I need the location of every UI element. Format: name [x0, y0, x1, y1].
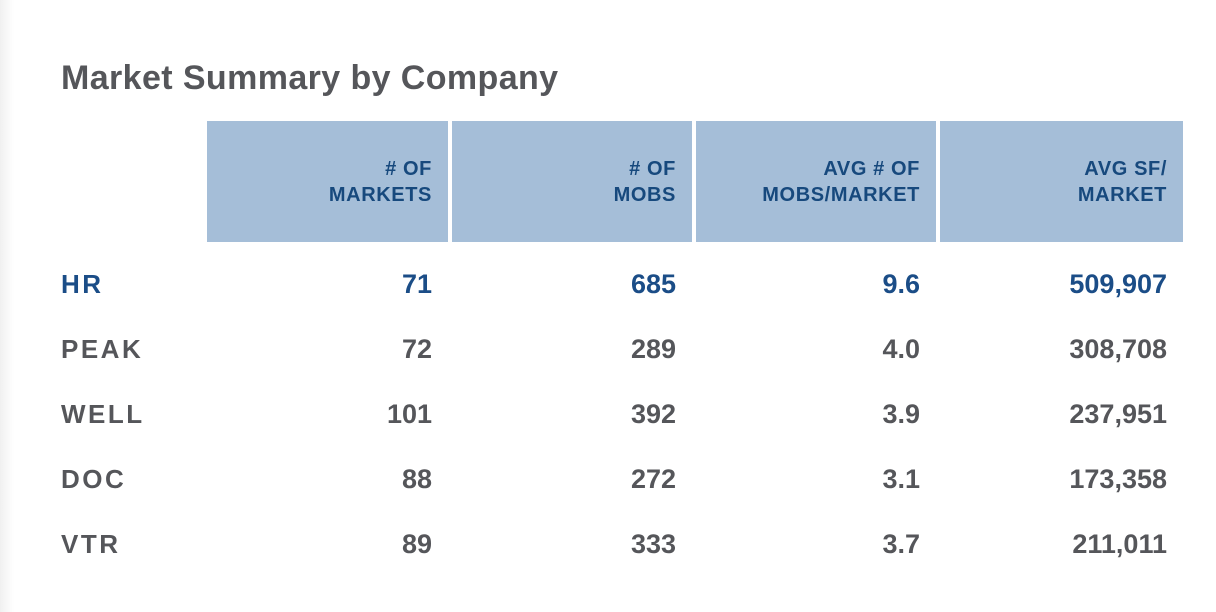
table-row-vtr: VTR 89 333 3.7 211,011: [61, 512, 1183, 577]
cell-avg-mobs-per-market: 3.9: [882, 399, 920, 429]
cell-num-markets: 88: [401, 464, 432, 494]
cell-avg-sf-per-market: 237,951: [1069, 399, 1167, 429]
page-title: Market Summary by Company: [61, 58, 559, 97]
cell-num-mobs: 272: [630, 464, 676, 494]
column-header-avg-sf-per-market: AVG SF/ MARKET: [936, 121, 1183, 242]
header-spacer-cell: [61, 121, 207, 242]
cell-num-markets: 101: [386, 399, 432, 429]
table-row-peak: PEAK 72 289 4.0 308,708: [61, 317, 1183, 382]
cell-avg-sf-per-market: 308,708: [1069, 334, 1167, 364]
cell-avg-sf-per-market: 509,907: [1069, 269, 1167, 299]
row-label: WELL: [61, 399, 145, 429]
cell-num-mobs: 685: [630, 269, 676, 299]
column-header-num-markets: # OF MARKETS: [207, 121, 448, 242]
table-header-row: # OF MARKETS # OF MOBS AVG # OF MOBS/MAR…: [61, 121, 1183, 242]
cell-num-markets: 72: [401, 334, 432, 364]
cell-avg-mobs-per-market: 3.1: [882, 464, 920, 494]
cell-num-mobs: 289: [630, 334, 676, 364]
table-row-well: WELL 101 392 3.9 237,951: [61, 382, 1183, 447]
cell-avg-mobs-per-market: 9.6: [882, 269, 920, 299]
table-row-hr: HR 71 685 9.6 509,907: [61, 252, 1183, 317]
cell-num-mobs: 392: [630, 399, 676, 429]
row-label: VTR: [61, 529, 121, 559]
row-label: PEAK: [61, 334, 144, 364]
column-header-avg-mobs-per-market: AVG # OF MOBS/MARKET: [692, 121, 936, 242]
row-label: HR: [61, 269, 104, 299]
column-header-num-mobs: # OF MOBS: [448, 121, 692, 242]
market-summary-table: # OF MARKETS # OF MOBS AVG # OF MOBS/MAR…: [61, 121, 1183, 577]
table-row-doc: DOC 88 272 3.1 173,358: [61, 447, 1183, 512]
cell-avg-sf-per-market: 173,358: [1069, 464, 1167, 494]
cell-num-markets: 71: [401, 269, 432, 299]
cell-num-markets: 89: [401, 529, 432, 559]
cell-avg-mobs-per-market: 4.0: [882, 334, 920, 364]
left-edge-shadow: [0, 0, 14, 612]
cell-avg-mobs-per-market: 3.7: [882, 529, 920, 559]
cell-num-mobs: 333: [630, 529, 676, 559]
cell-avg-sf-per-market: 211,011: [1072, 529, 1167, 559]
row-label: DOC: [61, 464, 127, 494]
